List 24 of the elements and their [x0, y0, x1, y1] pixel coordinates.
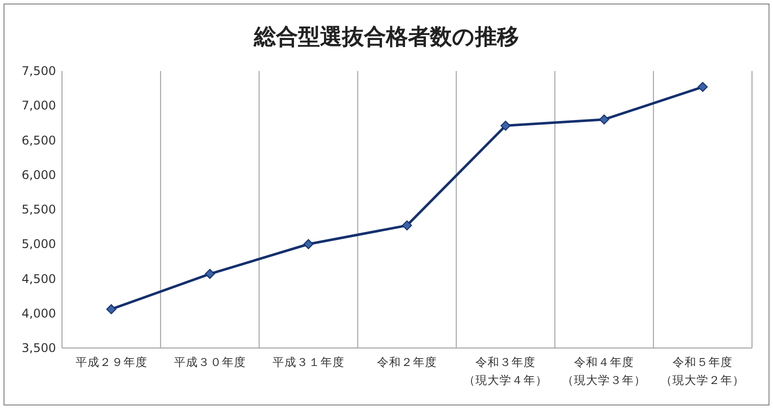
point: [599, 114, 610, 124]
chart-title: 総合型選抜合格者数の推移: [253, 25, 519, 50]
y-tick-label: 4,000: [22, 306, 56, 320]
x-tick-label: 平成２９年度: [75, 355, 148, 369]
x-tick-label: 令和４年度（現大学３年）: [562, 355, 646, 387]
x-tick-label: 令和３年度（現大学４年）: [464, 355, 548, 387]
x-tick-label: 平成３０年度: [174, 355, 246, 369]
y-tick-label: 7,000: [22, 98, 56, 113]
y-tick-label: 5,500: [22, 202, 56, 216]
point: [106, 304, 116, 314]
y-tick-label: 5,000: [22, 237, 56, 252]
y-tick-label: 3,500: [22, 341, 56, 355]
x-tick-label: 平成３１年度: [272, 355, 344, 369]
point: [402, 220, 412, 230]
point: [204, 268, 215, 279]
y-tick-label: 6,500: [22, 133, 56, 148]
y-tick-label: 6,000: [22, 168, 56, 182]
x-tick-label: 令和２年度: [377, 355, 437, 369]
point: [698, 82, 708, 92]
x-tick-label: 令和５年度（現大学２年）: [660, 355, 745, 387]
y-tick-label: 4,500: [22, 272, 56, 286]
y-tick-label: 7,500: [22, 64, 56, 78]
point: [303, 239, 314, 250]
point: [500, 120, 511, 131]
